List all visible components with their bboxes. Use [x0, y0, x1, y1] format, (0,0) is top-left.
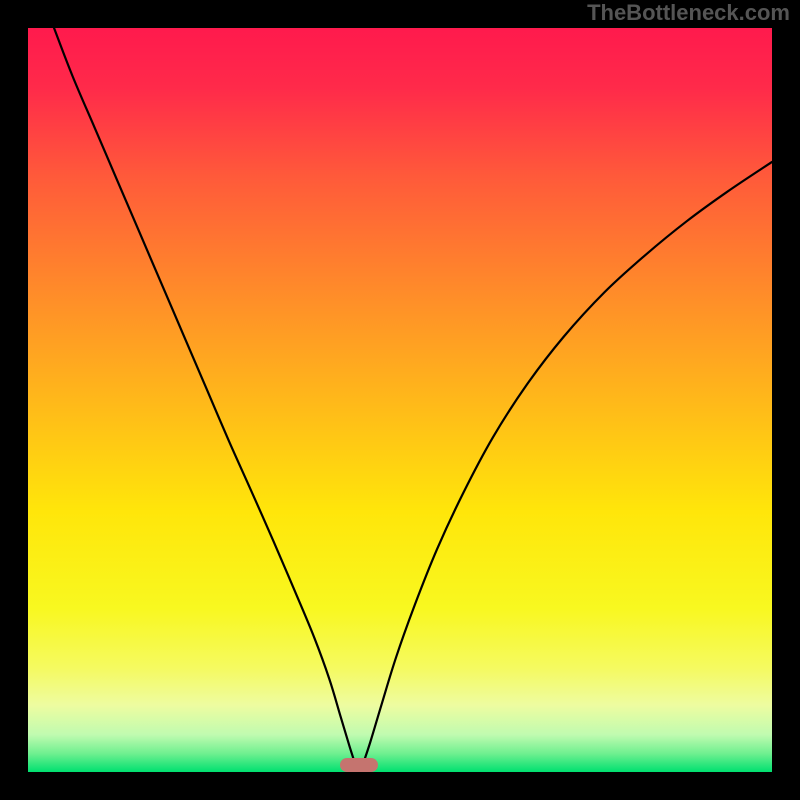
- bottleneck-curve: [28, 28, 772, 772]
- optimum-marker: [340, 758, 378, 772]
- plot-area: [28, 28, 772, 772]
- watermark-text: TheBottleneck.com: [587, 0, 790, 26]
